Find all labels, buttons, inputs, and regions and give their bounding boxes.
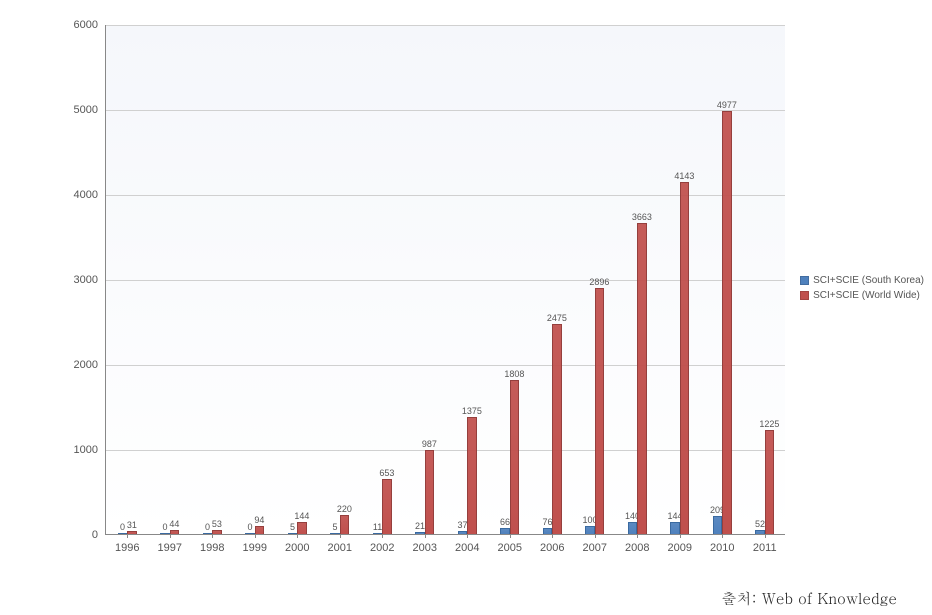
- bar-value-label: 4143: [674, 171, 694, 183]
- bar-south-korea: 5: [288, 533, 297, 534]
- x-axis-tick-label: 2005: [498, 534, 522, 554]
- bar-world-wide: 53: [212, 530, 221, 535]
- bar-value-label: 0: [248, 522, 253, 534]
- bar-value-label: 3663: [632, 212, 652, 224]
- legend-swatch: [800, 276, 809, 285]
- bar-south-korea: 21: [415, 532, 424, 534]
- y-axis-tick-label: 5000: [74, 104, 106, 116]
- bar-value-label: 144: [294, 511, 309, 523]
- bar-world-wide: 144: [297, 522, 306, 534]
- legend-label: SCI+SCIE (World Wide): [813, 290, 920, 301]
- bar-value-label: 5: [290, 522, 295, 534]
- bar-world-wide: 44: [170, 530, 179, 534]
- bar-chart: 0100020003000400050006000199603119970441…: [50, 10, 800, 570]
- bar-south-korea: 100: [585, 526, 594, 535]
- bar-world-wide: 987: [425, 450, 434, 534]
- bar-south-korea: 0: [118, 533, 127, 534]
- bar-world-wide: 2896: [595, 288, 604, 534]
- bar-value-label: 21: [415, 521, 425, 533]
- x-axis-tick-label: 2000: [285, 534, 309, 554]
- gridline: [106, 110, 785, 111]
- bar-world-wide: 653: [382, 479, 391, 535]
- bar-value-label: 1808: [504, 369, 524, 381]
- x-axis-tick-label: 1998: [200, 534, 224, 554]
- bar-value-label: 1375: [462, 406, 482, 418]
- bar-value-label: 76: [543, 517, 553, 529]
- plot-area: 0100020003000400050006000199603119970441…: [105, 25, 785, 535]
- bar-world-wide: 4977: [722, 111, 731, 534]
- bar-south-korea: 0: [203, 533, 212, 534]
- x-axis-tick-label: 1997: [158, 534, 182, 554]
- bar-value-label: 0: [120, 522, 125, 534]
- bar-world-wide: 31: [127, 531, 136, 534]
- bar-world-wide: 1808: [510, 380, 519, 534]
- bar-south-korea: 37: [458, 531, 467, 534]
- bar-value-label: 0: [205, 522, 210, 534]
- x-axis-tick-label: 1996: [115, 534, 139, 554]
- bar-south-korea: 76: [543, 528, 552, 534]
- y-axis-tick-label: 3000: [74, 274, 106, 286]
- bar-value-label: 4977: [717, 100, 737, 112]
- bar-value-label: 2475: [547, 313, 567, 325]
- bar-value-label: 5: [333, 522, 338, 534]
- source-text: 출처: Web of Knowledge: [722, 588, 897, 609]
- legend: SCI+SCIE (South Korea) SCI+SCIE (World Wi…: [800, 275, 924, 305]
- legend-swatch: [800, 291, 809, 300]
- bar-world-wide: 1225: [765, 430, 774, 534]
- bar-value-label: 52: [755, 519, 765, 531]
- bar-south-korea: 5: [330, 533, 339, 534]
- bar-value-label: 11: [373, 522, 382, 534]
- bar-value-label: 653: [379, 468, 394, 480]
- legend-item: SCI+SCIE (World Wide): [800, 290, 924, 301]
- x-axis-tick-label: 2011: [753, 534, 777, 554]
- bar-value-label: 31: [127, 520, 137, 532]
- x-axis-tick-label: 1999: [243, 534, 267, 554]
- bar-world-wide: 4143: [680, 182, 689, 534]
- bar-south-korea: 140: [628, 522, 637, 534]
- bar-value-label: 53: [212, 519, 222, 531]
- bar-south-korea: 209: [713, 516, 722, 534]
- x-axis-tick-label: 2004: [455, 534, 479, 554]
- x-axis-tick-label: 2007: [583, 534, 607, 554]
- bar-south-korea: 52: [755, 530, 764, 534]
- x-axis-tick-label: 2008: [625, 534, 649, 554]
- bar-value-label: 94: [254, 515, 264, 527]
- legend-item: SCI+SCIE (South Korea): [800, 275, 924, 286]
- x-axis-tick-label: 2009: [668, 534, 692, 554]
- bar-value-label: 987: [422, 439, 437, 451]
- bar-value-label: 220: [337, 504, 352, 516]
- x-axis-tick-label: 2001: [328, 534, 352, 554]
- y-axis-tick-label: 6000: [74, 19, 106, 31]
- gridline: [106, 25, 785, 26]
- bar-south-korea: 0: [245, 533, 254, 534]
- x-axis-tick-label: 2002: [370, 534, 394, 554]
- y-axis-tick-label: 1000: [74, 444, 106, 456]
- bar-value-label: 1225: [759, 419, 779, 431]
- bar-world-wide: 220: [340, 515, 349, 534]
- bar-world-wide: 94: [255, 526, 264, 534]
- x-axis-tick-label: 2006: [540, 534, 564, 554]
- y-axis-tick-label: 2000: [74, 359, 106, 371]
- bar-value-label: 37: [458, 520, 468, 532]
- y-axis-tick-label: 4000: [74, 189, 106, 201]
- x-axis-tick-label: 2010: [710, 534, 734, 554]
- legend-label: SCI+SCIE (South Korea): [813, 275, 924, 286]
- bar-south-korea: 0: [160, 533, 169, 534]
- bar-world-wide: 3663: [637, 223, 646, 534]
- bar-value-label: 2896: [589, 277, 609, 289]
- bar-value-label: 66: [500, 517, 510, 529]
- bar-south-korea: 66: [500, 528, 509, 534]
- bar-south-korea: 144: [670, 522, 679, 534]
- bar-world-wide: 1375: [467, 417, 476, 534]
- bar-value-label: 0: [163, 522, 168, 534]
- x-axis-tick-label: 2003: [413, 534, 437, 554]
- bar-world-wide: 2475: [552, 324, 561, 534]
- bar-south-korea: 11: [373, 533, 382, 534]
- bar-value-label: 44: [169, 519, 179, 531]
- y-axis-tick-label: 0: [92, 529, 106, 541]
